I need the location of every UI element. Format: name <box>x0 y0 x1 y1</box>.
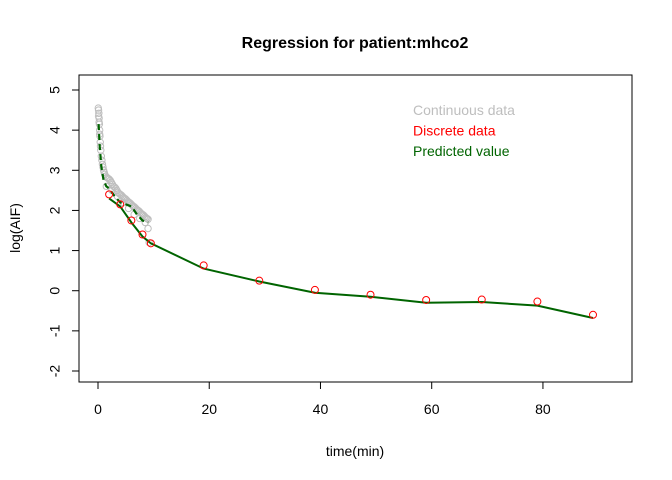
discrete-data-point <box>127 216 136 225</box>
x-tick-label: 80 <box>535 401 551 417</box>
y-tick-label: 1 <box>47 246 63 254</box>
discrete-data-point <box>255 276 264 285</box>
y-axis: -2 -1 0 1 2 3 4 5 <box>47 86 80 378</box>
continuous-data-point <box>136 214 144 223</box>
continuous-data-point <box>98 156 106 164</box>
x-axis: 0 20 40 60 80 <box>94 381 551 417</box>
discrete-data-point <box>105 190 114 199</box>
discrete-data-point <box>199 261 208 270</box>
discrete-data-point <box>477 295 486 304</box>
continuous-data-point <box>144 224 152 233</box>
discrete-data-point <box>589 310 597 319</box>
predicted-continuous-line <box>97 124 149 224</box>
y-tick-label: 4 <box>47 126 63 134</box>
plot-marks <box>94 104 597 319</box>
legend-entry: Discrete data <box>413 123 496 139</box>
x-tick-label: 40 <box>313 401 329 417</box>
chart-title: Regression for patient:mhco2 <box>242 35 469 52</box>
continuous-data-point <box>141 218 149 227</box>
discrete-data-point <box>138 230 147 239</box>
discrete-data-point <box>310 285 319 294</box>
y-axis-label: log(AIF) <box>7 203 23 253</box>
continuous-data-point <box>145 238 153 247</box>
discrete-data-point <box>116 200 125 209</box>
x-axis-label: time(min) <box>326 443 384 459</box>
y-tick-label: 0 <box>47 287 63 295</box>
continuous-data-point <box>102 182 111 191</box>
x-tick-label: 20 <box>201 401 217 417</box>
discrete-data-point <box>366 290 375 299</box>
y-tick-label: 2 <box>47 206 63 214</box>
legend-entry: Predicted value <box>413 143 510 159</box>
legend-entry: Continuous data <box>413 102 515 118</box>
y-tick-label: 5 <box>47 86 63 94</box>
continuous-data-point <box>99 163 107 171</box>
y-tick-label: 3 <box>47 166 63 174</box>
continuous-data-point <box>95 109 103 117</box>
y-tick-label: -2 <box>47 365 63 378</box>
discrete-data-point <box>422 295 431 304</box>
discrete-data-point <box>533 297 542 306</box>
x-tick-label: 0 <box>94 401 102 417</box>
plot-area-frame <box>78 74 633 383</box>
predicted-value-line <box>108 197 594 319</box>
y-tick-label: -1 <box>47 324 63 337</box>
legend: Continuous data Discrete data Predicted va… <box>413 102 515 159</box>
x-tick-label: 60 <box>424 401 440 417</box>
continuous-data-point <box>143 214 151 223</box>
discrete-data-point <box>146 239 155 248</box>
